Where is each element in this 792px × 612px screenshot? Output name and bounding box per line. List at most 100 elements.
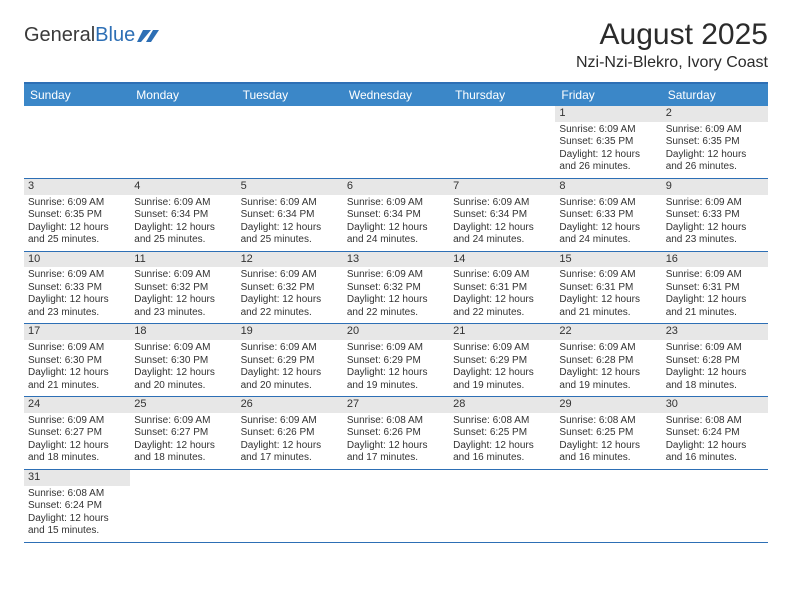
sunrise-text: Sunrise: 6:09 AM bbox=[241, 415, 339, 428]
daylight-text: Daylight: 12 hours and 26 minutes. bbox=[666, 149, 764, 174]
day-number: 26 bbox=[237, 397, 343, 413]
sunset-text: Sunset: 6:35 PM bbox=[28, 209, 126, 222]
day-number: 9 bbox=[662, 179, 768, 195]
sunrise-text: Sunrise: 6:09 AM bbox=[347, 269, 445, 282]
daylight-text: Daylight: 12 hours and 23 minutes. bbox=[666, 222, 764, 247]
sunset-text: Sunset: 6:29 PM bbox=[347, 355, 445, 368]
day-cell: 12Sunrise: 6:09 AMSunset: 6:32 PMDayligh… bbox=[237, 252, 343, 324]
sunrise-text: Sunrise: 6:09 AM bbox=[559, 269, 657, 282]
day-cell: 19Sunrise: 6:09 AMSunset: 6:29 PMDayligh… bbox=[237, 324, 343, 396]
day-cell: 25Sunrise: 6:09 AMSunset: 6:27 PMDayligh… bbox=[130, 397, 236, 469]
day-cell: 24Sunrise: 6:09 AMSunset: 6:27 PMDayligh… bbox=[24, 397, 130, 469]
sunset-text: Sunset: 6:25 PM bbox=[559, 427, 657, 440]
day-cell: 26Sunrise: 6:09 AMSunset: 6:26 PMDayligh… bbox=[237, 397, 343, 469]
daylight-text: Daylight: 12 hours and 24 minutes. bbox=[453, 222, 551, 247]
day-cell: 20Sunrise: 6:09 AMSunset: 6:29 PMDayligh… bbox=[343, 324, 449, 396]
sunset-text: Sunset: 6:27 PM bbox=[134, 427, 232, 440]
day-cell: 5Sunrise: 6:09 AMSunset: 6:34 PMDaylight… bbox=[237, 179, 343, 251]
daylight-text: Daylight: 12 hours and 20 minutes. bbox=[241, 367, 339, 392]
dow-cell: Saturday bbox=[662, 84, 768, 106]
week-row: 17Sunrise: 6:09 AMSunset: 6:30 PMDayligh… bbox=[24, 324, 768, 397]
sunrise-text: Sunrise: 6:09 AM bbox=[453, 197, 551, 210]
day-cell: 6Sunrise: 6:09 AMSunset: 6:34 PMDaylight… bbox=[343, 179, 449, 251]
dow-cell: Thursday bbox=[449, 84, 555, 106]
daylight-text: Daylight: 12 hours and 21 minutes. bbox=[559, 294, 657, 319]
sunrise-text: Sunrise: 6:09 AM bbox=[666, 197, 764, 210]
sunset-text: Sunset: 6:33 PM bbox=[666, 209, 764, 222]
empty-cell bbox=[449, 106, 555, 178]
day-cell: 31Sunrise: 6:08 AMSunset: 6:24 PMDayligh… bbox=[24, 470, 130, 542]
day-cell: 14Sunrise: 6:09 AMSunset: 6:31 PMDayligh… bbox=[449, 252, 555, 324]
empty-cell bbox=[24, 106, 130, 178]
day-cell: 1Sunrise: 6:09 AMSunset: 6:35 PMDaylight… bbox=[555, 106, 661, 178]
sunset-text: Sunset: 6:35 PM bbox=[666, 136, 764, 149]
sunrise-text: Sunrise: 6:08 AM bbox=[666, 415, 764, 428]
logo-word2: Blue bbox=[95, 24, 135, 47]
sunset-text: Sunset: 6:29 PM bbox=[453, 355, 551, 368]
sunrise-text: Sunrise: 6:09 AM bbox=[28, 197, 126, 210]
sunset-text: Sunset: 6:26 PM bbox=[241, 427, 339, 440]
sunset-text: Sunset: 6:33 PM bbox=[559, 209, 657, 222]
sunrise-text: Sunrise: 6:08 AM bbox=[453, 415, 551, 428]
sunset-text: Sunset: 6:32 PM bbox=[241, 282, 339, 295]
sunrise-text: Sunrise: 6:08 AM bbox=[347, 415, 445, 428]
day-cell: 3Sunrise: 6:09 AMSunset: 6:35 PMDaylight… bbox=[24, 179, 130, 251]
sunset-text: Sunset: 6:26 PM bbox=[347, 427, 445, 440]
sunrise-text: Sunrise: 6:09 AM bbox=[134, 342, 232, 355]
sunrise-text: Sunrise: 6:09 AM bbox=[347, 342, 445, 355]
day-number: 5 bbox=[237, 179, 343, 195]
day-number: 15 bbox=[555, 252, 661, 268]
sunrise-text: Sunrise: 6:09 AM bbox=[28, 342, 126, 355]
page-header: GeneralBlue August 2025 Nzi-Nzi-Blekro, … bbox=[24, 18, 768, 72]
sunrise-text: Sunrise: 6:09 AM bbox=[134, 269, 232, 282]
dow-cell: Monday bbox=[130, 84, 236, 106]
day-number: 12 bbox=[237, 252, 343, 268]
dow-cell: Wednesday bbox=[343, 84, 449, 106]
dow-cell: Sunday bbox=[24, 84, 130, 106]
daylight-text: Daylight: 12 hours and 25 minutes. bbox=[28, 222, 126, 247]
daylight-text: Daylight: 12 hours and 20 minutes. bbox=[134, 367, 232, 392]
sunrise-text: Sunrise: 6:09 AM bbox=[453, 342, 551, 355]
week-row: 3Sunrise: 6:09 AMSunset: 6:35 PMDaylight… bbox=[24, 179, 768, 252]
calendar: SundayMondayTuesdayWednesdayThursdayFrid… bbox=[24, 82, 768, 543]
day-number: 30 bbox=[662, 397, 768, 413]
week-row: 31Sunrise: 6:08 AMSunset: 6:24 PMDayligh… bbox=[24, 470, 768, 543]
daylight-text: Daylight: 12 hours and 25 minutes. bbox=[241, 222, 339, 247]
empty-cell bbox=[343, 106, 449, 178]
day-number: 8 bbox=[555, 179, 661, 195]
day-number: 22 bbox=[555, 324, 661, 340]
daylight-text: Daylight: 12 hours and 18 minutes. bbox=[666, 367, 764, 392]
flag-icon bbox=[137, 28, 159, 44]
empty-cell bbox=[449, 470, 555, 542]
day-cell: 29Sunrise: 6:08 AMSunset: 6:25 PMDayligh… bbox=[555, 397, 661, 469]
day-number: 16 bbox=[662, 252, 768, 268]
sunset-text: Sunset: 6:29 PM bbox=[241, 355, 339, 368]
location: Nzi-Nzi-Blekro, Ivory Coast bbox=[576, 54, 768, 72]
sunset-text: Sunset: 6:30 PM bbox=[28, 355, 126, 368]
day-number: 19 bbox=[237, 324, 343, 340]
daylight-text: Daylight: 12 hours and 21 minutes. bbox=[666, 294, 764, 319]
sunrise-text: Sunrise: 6:09 AM bbox=[559, 124, 657, 137]
sunrise-text: Sunrise: 6:09 AM bbox=[134, 197, 232, 210]
day-number: 7 bbox=[449, 179, 555, 195]
day-cell: 30Sunrise: 6:08 AMSunset: 6:24 PMDayligh… bbox=[662, 397, 768, 469]
month-title: August 2025 bbox=[576, 18, 768, 52]
day-cell: 9 Sunrise: 6:09 AMSunset: 6:33 PMDaylight… bbox=[662, 179, 768, 251]
daylight-text: Daylight: 12 hours and 22 minutes. bbox=[347, 294, 445, 319]
daylight-text: Daylight: 12 hours and 15 minutes. bbox=[28, 513, 126, 538]
day-cell: 22Sunrise: 6:09 AMSunset: 6:28 PMDayligh… bbox=[555, 324, 661, 396]
daylight-text: Daylight: 12 hours and 22 minutes. bbox=[453, 294, 551, 319]
daylight-text: Daylight: 12 hours and 24 minutes. bbox=[559, 222, 657, 247]
day-number: 6 bbox=[343, 179, 449, 195]
sunrise-text: Sunrise: 6:09 AM bbox=[241, 269, 339, 282]
sunrise-text: Sunrise: 6:09 AM bbox=[28, 269, 126, 282]
sunrise-text: Sunrise: 6:09 AM bbox=[347, 197, 445, 210]
day-cell: 13Sunrise: 6:09 AMSunset: 6:32 PMDayligh… bbox=[343, 252, 449, 324]
sunset-text: Sunset: 6:34 PM bbox=[453, 209, 551, 222]
dow-cell: Tuesday bbox=[237, 84, 343, 106]
sunset-text: Sunset: 6:24 PM bbox=[666, 427, 764, 440]
daylight-text: Daylight: 12 hours and 21 minutes. bbox=[28, 367, 126, 392]
title-block: August 2025 Nzi-Nzi-Blekro, Ivory Coast bbox=[576, 18, 768, 72]
sunset-text: Sunset: 6:32 PM bbox=[134, 282, 232, 295]
day-cell: 17Sunrise: 6:09 AMSunset: 6:30 PMDayligh… bbox=[24, 324, 130, 396]
